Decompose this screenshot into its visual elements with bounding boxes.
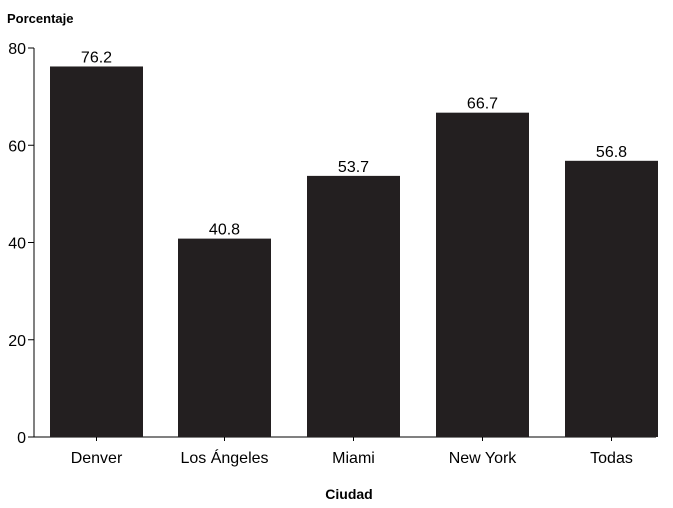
data-label: 76.2	[81, 49, 112, 66]
data-label: 66.7	[467, 96, 498, 113]
data-label: 56.8	[596, 144, 627, 161]
y-tick-label: 40	[8, 236, 26, 253]
x-tick-label: New York	[449, 450, 518, 467]
y-tick-label: 20	[8, 333, 26, 350]
y-axis-label: Porcentaje	[7, 11, 73, 26]
x-tick-label: Miami	[332, 450, 375, 467]
bar	[307, 175, 400, 438]
bar	[565, 160, 658, 437]
data-label: 40.8	[209, 222, 240, 239]
bars	[50, 66, 658, 438]
bar	[436, 112, 529, 437]
x-tick-label: Denver	[71, 450, 123, 467]
y-tick-label: 80	[8, 41, 26, 58]
labels: 76.2 Denver 40.8 Los Ángeles 53.7 Miami 66.7 Ne…	[71, 49, 633, 467]
data-label: 53.7	[338, 159, 369, 176]
bar	[50, 66, 143, 437]
x-axis-label: Ciudad	[325, 486, 372, 502]
x-tick-label: Los Ángeles	[180, 448, 268, 467]
y-tick-label: 0	[17, 430, 26, 447]
y-tick-label: 60	[8, 138, 26, 155]
x-tick-label: Todas	[590, 450, 633, 467]
bar	[178, 238, 271, 437]
